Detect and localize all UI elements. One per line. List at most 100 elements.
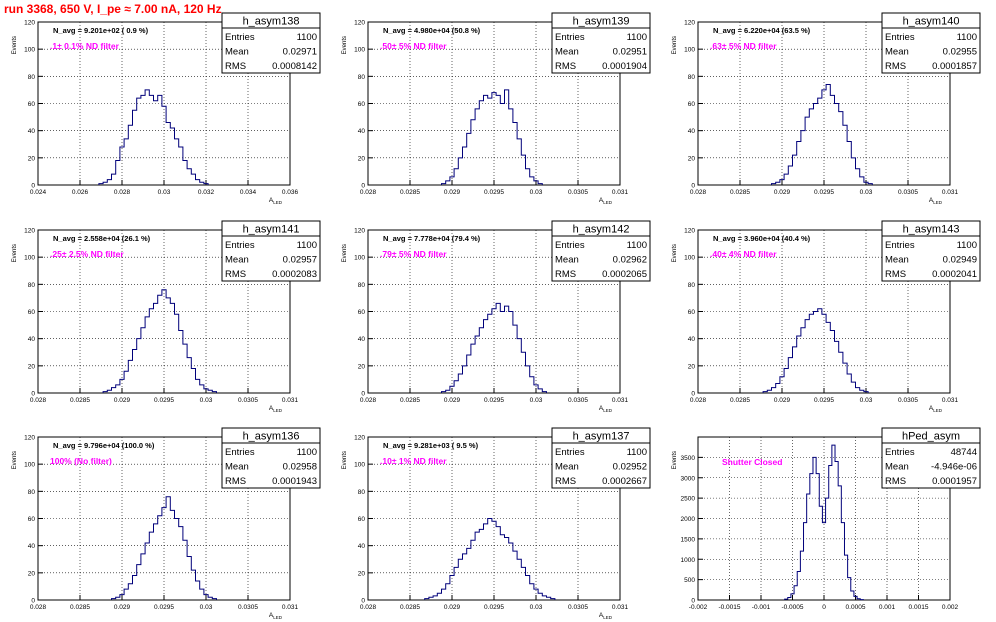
stats-value: 48744: [951, 447, 977, 458]
x-tick-label: -0.0005: [781, 604, 803, 611]
histogram-name: hPed_asym: [902, 431, 960, 443]
x-tick-label: 0.03: [860, 397, 873, 404]
x-tick-label: 0.031: [282, 397, 299, 404]
filter-label: Shutter Closed: [722, 457, 782, 467]
panel-h_asym137: 0.028 0.0285 0.029 0.0295 0.03 0.0305 0.031 0 20…: [342, 427, 651, 620]
histogram-line: [784, 444, 864, 601]
y-tick-label: 20: [28, 155, 36, 162]
x-tick-label: 0.036: [282, 189, 299, 196]
stats-key: Entries: [555, 240, 585, 251]
y-tick-label: 80: [28, 282, 36, 289]
y-tick-label: 80: [28, 74, 36, 81]
x-tick-label: 0.0305: [568, 189, 588, 196]
navg-label: N_avg = 3.960e+04 (40.4 %): [713, 234, 811, 243]
stats-value: 0.0001957: [932, 476, 977, 487]
y-tick-label: 20: [28, 570, 36, 577]
stats-value: 0.0001857: [932, 61, 977, 72]
stats-value: 1100: [297, 32, 317, 43]
y-tick-label: 40: [28, 128, 36, 135]
filter-label: .25± 2.5% ND filter: [50, 249, 124, 259]
stats-key: Mean: [555, 47, 579, 58]
x-tick-label: 0.029: [774, 189, 791, 196]
x-tick-label: 0.0295: [814, 189, 834, 196]
y-tick-label: 80: [28, 489, 36, 496]
navg-label: N_avg = 4.980e+04 (50.8 %): [383, 26, 481, 35]
histogram-name: h_asym143: [903, 224, 960, 236]
stats-key: Entries: [555, 32, 585, 43]
stats-box: [221, 235, 321, 282]
y-axis-title: Events: [672, 244, 678, 262]
x-tick-label: 0.0285: [400, 604, 420, 611]
stats-value: 0.02957: [283, 255, 317, 266]
x-tick-label: 0.031: [942, 397, 959, 404]
y-tick-label: 80: [688, 282, 696, 289]
filter-label: .40± 4% ND filter: [710, 249, 777, 259]
stats-value: 0.02971: [283, 47, 317, 58]
y-tick-label: 20: [358, 155, 366, 162]
stats-value: 0.02949: [943, 255, 977, 266]
x-axis-title: ALED: [929, 405, 943, 413]
stats-key: Entries: [885, 240, 915, 251]
x-tick-label: 0.0285: [400, 189, 420, 196]
stats-key: Mean: [555, 255, 579, 266]
stats-key: Entries: [225, 447, 255, 458]
y-tick-label: 100: [24, 47, 35, 54]
x-tick-label: 0.031: [612, 189, 629, 196]
panel-h_asym139: 0.028 0.0285 0.029 0.0295 0.03 0.0305 0.031 0 20…: [342, 12, 651, 205]
stats-key: Entries: [225, 32, 255, 43]
histogram-line: [441, 302, 547, 393]
y-tick-label: 0: [691, 183, 695, 190]
x-tick-label: 0.0285: [400, 397, 420, 404]
y-tick-label: 100: [684, 47, 695, 54]
histogram-line: [771, 83, 873, 185]
panel-h_asym141: 0.028 0.0285 0.029 0.0295 0.03 0.0305 0.031 0 20…: [12, 220, 321, 413]
x-tick-label: 0.03: [200, 604, 213, 611]
x-tick-label: 0.0305: [898, 189, 918, 196]
x-tick-label: 0.0295: [484, 604, 504, 611]
navg-label: N_avg = 2.558e+04 (26.1 %): [53, 234, 151, 243]
y-tick-label: 100: [354, 462, 365, 469]
y-axis-title: Events: [12, 36, 18, 54]
y-tick-label: 100: [354, 255, 365, 262]
x-tick-label: 0.03: [530, 604, 543, 611]
stats-value: 1100: [957, 240, 977, 251]
stats-value: 0.0002065: [602, 269, 647, 280]
x-tick-label: 0.028: [114, 189, 131, 196]
stats-box: [881, 442, 981, 489]
x-tick-label: 0.0295: [484, 397, 504, 404]
x-tick-label: 0.028: [690, 397, 707, 404]
y-tick-label: 3000: [681, 475, 696, 482]
x-tick-label: 0.024: [30, 189, 47, 196]
y-tick-label: 40: [688, 336, 696, 343]
x-axis-title: ALED: [929, 197, 943, 205]
histogram-line: [98, 89, 209, 185]
stats-key: RMS: [225, 269, 246, 280]
x-axis-title: ALED: [599, 405, 613, 413]
stats-box: [551, 27, 651, 74]
x-axis-title: ALED: [599, 612, 613, 620]
filter-label: .10± 1% ND filter: [380, 456, 447, 466]
y-tick-label: 40: [28, 336, 36, 343]
stats-value: 1100: [627, 32, 647, 43]
y-tick-label: 120: [684, 228, 695, 235]
x-tick-label: 0.034: [240, 189, 257, 196]
histogram-name: h_asym140: [903, 16, 960, 28]
y-tick-label: 20: [688, 155, 696, 162]
stats-key: Entries: [885, 447, 915, 458]
x-tick-label: 0.029: [114, 604, 131, 611]
x-tick-label: 0.029: [114, 397, 131, 404]
x-tick-label: 0.0305: [898, 397, 918, 404]
y-tick-label: 0: [361, 598, 365, 605]
x-axis-title: ALED: [269, 405, 283, 413]
y-axis-title: Events: [342, 244, 348, 262]
stats-value: 0.02958: [283, 462, 317, 473]
histogram-line: [441, 89, 543, 185]
y-axis-title: Events: [12, 451, 18, 469]
y-tick-label: 40: [688, 128, 696, 135]
y-tick-label: 80: [358, 74, 366, 81]
stats-key: RMS: [555, 269, 576, 280]
histogram-name: h_asym138: [243, 16, 300, 28]
stats-value: -4.946e-06: [931, 462, 977, 473]
histogram-line: [762, 308, 869, 393]
